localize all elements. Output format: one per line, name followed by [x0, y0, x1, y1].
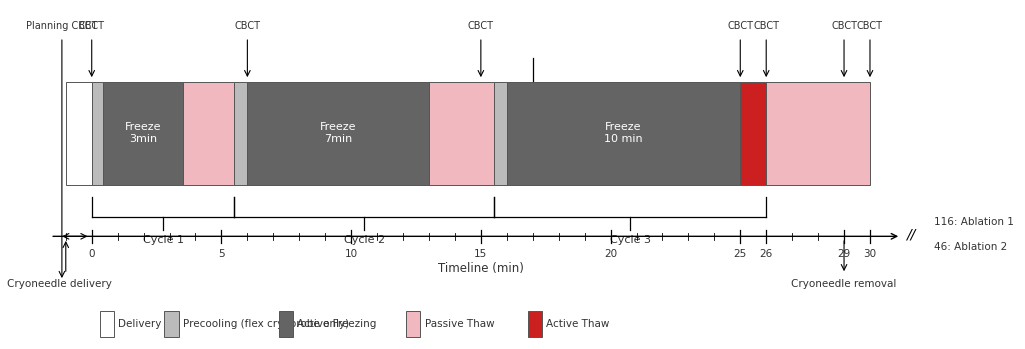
Bar — [66, 82, 91, 185]
Bar — [406, 311, 420, 337]
Text: 30: 30 — [863, 249, 876, 259]
Text: CBCT: CBCT — [79, 21, 105, 31]
Text: CBCT: CBCT — [831, 21, 857, 31]
Text: 15: 15 — [475, 249, 488, 259]
Text: 46: Ablation 2: 46: Ablation 2 — [934, 242, 1007, 252]
Text: Cryoneedle removal: Cryoneedle removal — [791, 279, 897, 289]
Text: CBCT: CBCT — [467, 21, 494, 31]
Text: Planning CBCT: Planning CBCT — [27, 21, 97, 31]
Text: Active Thaw: Active Thaw — [546, 319, 610, 329]
Bar — [494, 82, 506, 185]
Text: 0: 0 — [88, 249, 95, 259]
Bar — [528, 311, 542, 337]
Text: Cycle 1: Cycle 1 — [142, 235, 183, 245]
Bar — [182, 82, 235, 185]
Text: CBCT: CBCT — [235, 21, 260, 31]
Bar — [104, 82, 182, 185]
Text: Active Freezing: Active Freezing — [297, 319, 377, 329]
Bar — [247, 82, 429, 185]
Text: 10: 10 — [344, 249, 358, 259]
Text: Freeze
3min: Freeze 3min — [125, 122, 161, 144]
Text: Freeze
10 min: Freeze 10 min — [604, 122, 643, 144]
Bar — [740, 82, 767, 185]
Text: 29: 29 — [837, 249, 851, 259]
Text: 5: 5 — [218, 249, 224, 259]
Text: Timeline (min): Timeline (min) — [438, 262, 524, 275]
Text: Precooling (flex cryoprobe only): Precooling (flex cryoprobe only) — [183, 319, 350, 329]
Bar — [506, 82, 740, 185]
Text: //: // — [905, 228, 915, 242]
Bar — [235, 82, 247, 185]
Bar — [91, 82, 104, 185]
Text: Cycle 3: Cycle 3 — [610, 235, 651, 245]
Bar — [279, 311, 293, 337]
Bar — [164, 311, 178, 337]
Text: Passive Thaw: Passive Thaw — [424, 319, 494, 329]
Bar — [429, 82, 494, 185]
Text: 116: Ablation 1: 116: Ablation 1 — [934, 217, 1014, 227]
Text: Cryoneedle delivery: Cryoneedle delivery — [7, 279, 112, 289]
Text: CBCT: CBCT — [857, 21, 883, 31]
Text: 25: 25 — [734, 249, 747, 259]
Text: CBCT: CBCT — [728, 21, 753, 31]
Text: 26: 26 — [760, 249, 773, 259]
Text: CBCT: CBCT — [753, 21, 779, 31]
Text: Freeze
7min: Freeze 7min — [320, 122, 357, 144]
Bar — [767, 82, 870, 185]
Text: Cycle 2: Cycle 2 — [343, 235, 384, 245]
Text: Delivery: Delivery — [119, 319, 162, 329]
Text: 20: 20 — [604, 249, 617, 259]
Bar — [99, 311, 114, 337]
